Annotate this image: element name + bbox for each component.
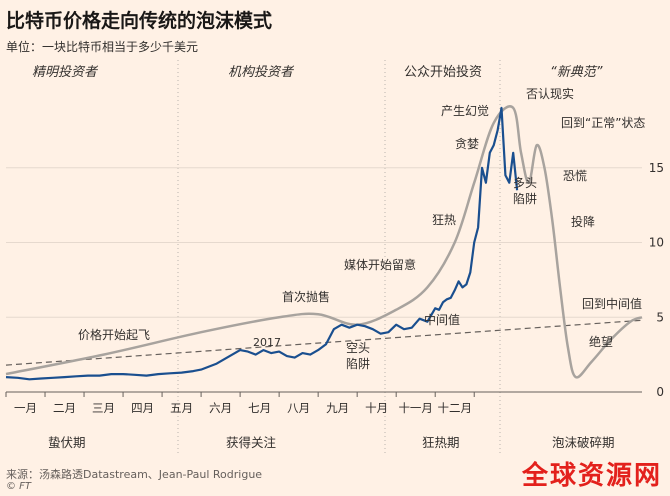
x-tick-label: 八月 — [287, 401, 310, 415]
bitcoin-price-line — [5, 106, 519, 381]
annotation-bull-trap: 多头陷阱 — [513, 176, 537, 206]
phase-label-3: 公众开始投资 — [404, 64, 482, 80]
bubble-curve — [5, 105, 643, 379]
stage-label-4: 泡沫破碎期 — [552, 435, 615, 450]
x-tick-label: 一月 — [14, 401, 37, 415]
annotation-fear: 恐慌 — [563, 169, 587, 183]
annotation-bear-trap: 空头陷阱 — [346, 341, 370, 371]
annotation-price-takeoff: 价格开始起飞 — [78, 327, 150, 342]
stage-label-3: 狂热期 — [422, 435, 460, 450]
x-tick-label: 六月 — [209, 401, 232, 415]
annotation-greed: 贪婪 — [455, 136, 479, 151]
annotation-denial: 否认现实 — [526, 86, 574, 101]
y-tick-label: 0 — [656, 385, 664, 399]
annotation-return-mean: 回到中间值 — [582, 296, 642, 311]
x-tick-label: 十一月 — [398, 401, 433, 415]
stage-label-1: 蛰伏期 — [48, 435, 86, 450]
x-tick-label: 九月 — [326, 401, 349, 415]
x-tick-label: 四月 — [131, 401, 154, 415]
credit-note: © FT — [6, 481, 32, 492]
x-tick-label: 十二月 — [437, 401, 472, 415]
x-tick-label: 七月 — [248, 401, 271, 415]
y-tick-label: 10 — [649, 236, 664, 250]
annotation-return-normal: 回到“正常”状态 — [561, 116, 645, 130]
source-note: 来源：汤森路透Datastream、Jean-Paul Rodrigue — [6, 468, 263, 481]
x-tick-label: 五月 — [170, 401, 193, 415]
annotation-media-attention: 媒体开始留意 — [344, 257, 416, 272]
x-axis: 一月 二月 三月 四月 五月 六月 七月 八月 九月 十月 十一月 十二月 — [5, 392, 475, 415]
x-tick-label: 三月 — [92, 401, 115, 415]
gridlines: 0 5 10 15 — [6, 161, 664, 399]
annotation-delusion: 产生幻觉 — [441, 104, 489, 118]
phase-label-1: 精明投资者 — [32, 65, 99, 80]
annotation-frenzy: 狂热 — [432, 213, 456, 227]
annotation-despair: 绝望 — [589, 334, 613, 349]
watermark: 全球资源网 — [521, 461, 662, 491]
phase-label-2: 机构投资者 — [228, 65, 295, 80]
y-tick-label: 15 — [649, 161, 664, 175]
price-line-group — [5, 106, 519, 381]
annotation-first-selloff: 首次抛售 — [282, 289, 330, 304]
chart-subtitle: 单位：一块比特币相当于多少千美元 — [6, 40, 199, 54]
trend-line — [5, 319, 643, 366]
annotation-capitulation: 投降 — [571, 214, 595, 229]
annotation-mean: 中间值 — [424, 312, 460, 327]
year-label: 2017 — [253, 336, 281, 349]
bubble-curve-group — [5, 105, 643, 379]
y-tick-label: 5 — [656, 310, 664, 324]
stage-label-2: 获得关注 — [226, 435, 277, 450]
x-tick-label: 十月 — [365, 401, 388, 415]
trend-line-group — [5, 319, 643, 366]
x-tick-label: 二月 — [53, 401, 76, 415]
phase-label-4: “新典范” — [550, 65, 603, 80]
phase-dividers — [177, 60, 501, 456]
chart-title: 比特币价格走向传统的泡沫模式 — [6, 10, 273, 32]
